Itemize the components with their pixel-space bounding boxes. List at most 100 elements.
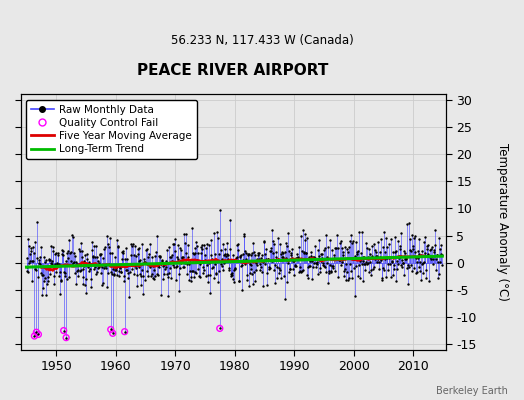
- Point: [249, 239, 257, 246]
- Point: [163, 274, 172, 280]
- Point: [371, 246, 379, 253]
- Point: [432, 266, 440, 273]
- Point: [374, 255, 382, 262]
- Point: [46, 256, 54, 263]
- Point: [249, 280, 258, 287]
- Point: [118, 256, 126, 262]
- Point: [343, 246, 351, 252]
- Point: [226, 270, 235, 277]
- Point: [146, 264, 154, 270]
- Point: [326, 237, 334, 244]
- Point: [362, 240, 370, 246]
- Point: [251, 278, 259, 284]
- Point: [225, 265, 233, 272]
- Point: [228, 276, 237, 282]
- Point: [71, 253, 79, 259]
- Point: [53, 252, 62, 258]
- Point: [422, 275, 430, 282]
- Point: [303, 272, 311, 278]
- Point: [317, 258, 325, 264]
- Point: [212, 270, 220, 276]
- Point: [322, 269, 330, 275]
- Point: [114, 272, 123, 279]
- Point: [384, 266, 392, 273]
- Point: [163, 247, 171, 254]
- Point: [356, 256, 365, 262]
- Point: [58, 251, 67, 258]
- Point: [142, 247, 150, 253]
- Point: [277, 275, 286, 282]
- Point: [63, 250, 71, 256]
- Point: [383, 255, 391, 262]
- Point: [59, 248, 68, 254]
- Point: [238, 257, 247, 263]
- Point: [54, 250, 62, 256]
- Point: [306, 263, 314, 270]
- Point: [287, 250, 295, 256]
- Point: [92, 243, 101, 249]
- Point: [435, 246, 444, 252]
- Point: [378, 277, 387, 284]
- Point: [202, 273, 211, 279]
- Point: [208, 256, 216, 262]
- Point: [302, 250, 310, 256]
- Point: [307, 258, 315, 264]
- Point: [295, 244, 303, 250]
- Point: [113, 237, 122, 243]
- Point: [230, 267, 238, 274]
- Point: [29, 244, 38, 250]
- Point: [128, 243, 136, 250]
- Point: [370, 241, 378, 248]
- Point: [438, 252, 446, 259]
- Point: [428, 253, 436, 259]
- Point: [148, 270, 156, 277]
- Point: [58, 246, 66, 253]
- Legend: Raw Monthly Data, Quality Control Fail, Five Year Moving Average, Long-Term Tren: Raw Monthly Data, Quality Control Fail, …: [26, 100, 197, 160]
- Point: [391, 234, 399, 240]
- Point: [41, 256, 50, 263]
- Point: [187, 278, 195, 284]
- Point: [179, 254, 187, 260]
- Point: [270, 267, 278, 274]
- Point: [24, 236, 32, 242]
- Point: [425, 253, 433, 259]
- Point: [347, 232, 355, 238]
- Point: [219, 240, 227, 247]
- Point: [328, 262, 336, 269]
- Point: [150, 276, 159, 282]
- Point: [191, 250, 199, 256]
- Point: [308, 276, 316, 282]
- Point: [50, 281, 59, 287]
- Point: [344, 244, 353, 250]
- Point: [405, 264, 413, 270]
- Point: [277, 250, 285, 257]
- Point: [389, 266, 398, 272]
- Point: [139, 273, 148, 280]
- Point: [42, 292, 50, 298]
- Point: [392, 257, 401, 264]
- Point: [135, 264, 144, 270]
- Point: [245, 269, 254, 276]
- Point: [316, 269, 324, 275]
- Point: [119, 248, 127, 254]
- Point: [47, 260, 56, 266]
- Point: [32, 255, 41, 261]
- Point: [427, 246, 435, 252]
- Point: [264, 256, 272, 262]
- Point: [96, 251, 104, 258]
- Point: [184, 242, 192, 248]
- Point: [170, 248, 179, 254]
- Point: [419, 260, 428, 266]
- Point: [75, 248, 84, 254]
- Point: [59, 252, 67, 258]
- Point: [381, 274, 390, 280]
- Point: [203, 241, 212, 248]
- Point: [409, 235, 418, 242]
- Point: [182, 260, 191, 267]
- Point: [72, 268, 81, 274]
- Point: [99, 280, 107, 287]
- Point: [43, 281, 51, 287]
- Point: [101, 263, 110, 270]
- Point: [67, 248, 75, 255]
- Point: [178, 264, 187, 271]
